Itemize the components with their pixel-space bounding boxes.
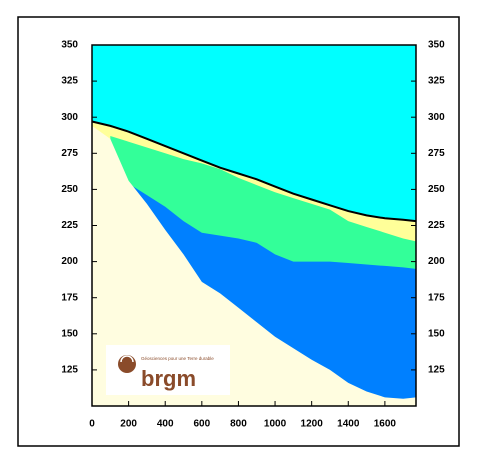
y-tick-label: 250 — [61, 184, 78, 195]
chart: 125 125 150 150 175 175 200 200 225 225 250 250 275 2… — [0, 0, 477, 463]
x-tick-label: 0 — [89, 419, 95, 430]
y-tick-label: 150 — [61, 328, 78, 339]
y-tick-label: 325 — [61, 76, 78, 87]
y2-tick-label: 275 — [428, 148, 445, 159]
y2-tick-label: 325 — [428, 76, 445, 87]
logo-name: brgm — [141, 366, 196, 391]
logo-icon — [118, 355, 136, 373]
y2-tick-label: 250 — [428, 184, 445, 195]
y-tick-label: 200 — [61, 256, 78, 267]
y2-tick-label: 350 — [428, 40, 445, 51]
y-tick-label: 225 — [61, 220, 78, 231]
y-tick-label: 125 — [61, 365, 78, 376]
logo: Géosciences pour une Terre durable brgm — [106, 345, 230, 395]
logo-tagline: Géosciences pour une Terre durable — [141, 356, 214, 361]
x-tick-label: 1400 — [337, 419, 360, 430]
y-tick-label: 350 — [61, 40, 78, 51]
y2-tick-label: 150 — [428, 328, 445, 339]
y2-tick-label: 175 — [428, 292, 445, 303]
x-tick-label: 200 — [120, 419, 137, 430]
x-tick-label: 1200 — [301, 419, 324, 430]
x-tick-label: 1600 — [374, 419, 397, 430]
y-tick-label: 300 — [61, 112, 78, 123]
y2-tick-label: 200 — [428, 256, 445, 267]
x-tick-label: 600 — [193, 419, 210, 430]
y-tick-label: 275 — [61, 148, 78, 159]
x-tick-label: 800 — [230, 419, 247, 430]
y2-tick-label: 225 — [428, 220, 445, 231]
x-tick-label: 1000 — [264, 419, 287, 430]
x-tick-label: 400 — [157, 419, 174, 430]
y2-tick-label: 125 — [428, 365, 445, 376]
y-tick-label: 175 — [61, 292, 78, 303]
y2-tick-label: 300 — [428, 112, 445, 123]
